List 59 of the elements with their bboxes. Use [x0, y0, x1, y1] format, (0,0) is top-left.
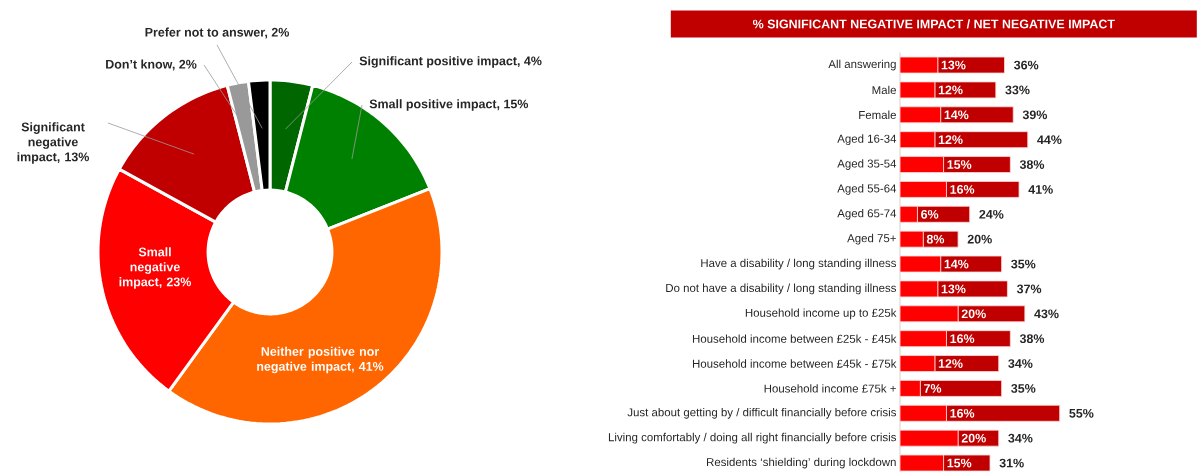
chart-title: % SIGNIFICANT NEGATIVE IMPACT / NET NEGATIVE IMPACT [752, 19, 1115, 29]
data-label: 15% [947, 160, 972, 169]
y-tick-label: Aged 65-74 [837, 208, 897, 220]
slice-label: Prefer not to answer, 2% [145, 27, 289, 39]
data-label: 14% [944, 259, 969, 269]
slice-label: Don’t know, 2% [106, 59, 197, 71]
data-label: 6% [921, 209, 939, 219]
total-label: 44% [1037, 135, 1062, 145]
total-label: 36% [1014, 60, 1039, 70]
data-label: 12% [938, 85, 963, 95]
slice-label: Significant negative impact, 13% [17, 122, 90, 164]
data-label: 14% [944, 110, 969, 120]
data-label: 13% [941, 284, 966, 294]
total-label: 35% [1011, 259, 1036, 269]
y-tick-label: Do not have a disability / long standing illness [666, 283, 897, 295]
slice-label: Small negative impact, 23% [119, 247, 192, 289]
y-tick-label: Just about getting by / difficult financially before crisis [627, 407, 897, 419]
y-tick-label: Living comfortably / doing all right financially before crisis [608, 432, 897, 444]
y-tick-label: Household income between £45k - £75k [692, 359, 897, 368]
total-label: 43% [1034, 309, 1059, 319]
data-label: 20% [961, 433, 986, 443]
total-label: 34% [1008, 359, 1033, 368]
data-label: 12% [938, 359, 963, 368]
data-label: 12% [938, 135, 963, 145]
y-tick-label: Household income £75k + [764, 384, 896, 393]
y-tick-label: All answering [828, 59, 896, 71]
data-label: 15% [947, 458, 972, 468]
data-label: 16% [950, 185, 975, 194]
data-label: 20% [961, 309, 986, 319]
total-label: 34% [1008, 433, 1033, 443]
data-label: 8% [926, 234, 945, 244]
y-tick-label: Have a disability / long standing illness [701, 258, 897, 270]
y-tick-label: Aged 55-64 [837, 184, 897, 195]
data-label: 16% [950, 334, 975, 344]
total-label: 33% [1005, 85, 1030, 95]
total-label: 41% [1028, 185, 1053, 194]
total-label: 31% [999, 458, 1024, 468]
total-label: 38% [1019, 160, 1045, 169]
data-label: 7% [924, 384, 942, 393]
total-label: 38% [1019, 334, 1045, 344]
total-label: 20% [967, 234, 992, 244]
y-tick-label: Aged 16-34 [837, 134, 897, 145]
data-label: 16% [950, 408, 975, 418]
y-tick-label: Female [859, 110, 896, 119]
total-label: 35% [1011, 384, 1036, 393]
y-tick-label: Male [872, 85, 896, 95]
y-tick-label: Household income up to £25k [745, 308, 897, 320]
y-tick-label: Household income between £25k - £45k [692, 334, 897, 343]
total-label: 24% [979, 209, 1004, 219]
total-label: 39% [1022, 110, 1048, 120]
slice-label: Small positive impact, 15% [369, 99, 529, 111]
y-tick-label: Aged 75+ [847, 233, 896, 245]
total-label: 37% [1016, 284, 1042, 294]
slice-label: Significant positive impact, 4% [359, 56, 542, 68]
y-tick-label: Aged 35-54 [837, 159, 897, 170]
total-label: 55% [1069, 408, 1094, 418]
slice-label: Neither positive nor negative impact, 41% [257, 346, 384, 374]
data-label: 13% [941, 60, 966, 70]
y-tick-label: Residents ‘shielding’ during lockdown [707, 457, 896, 469]
